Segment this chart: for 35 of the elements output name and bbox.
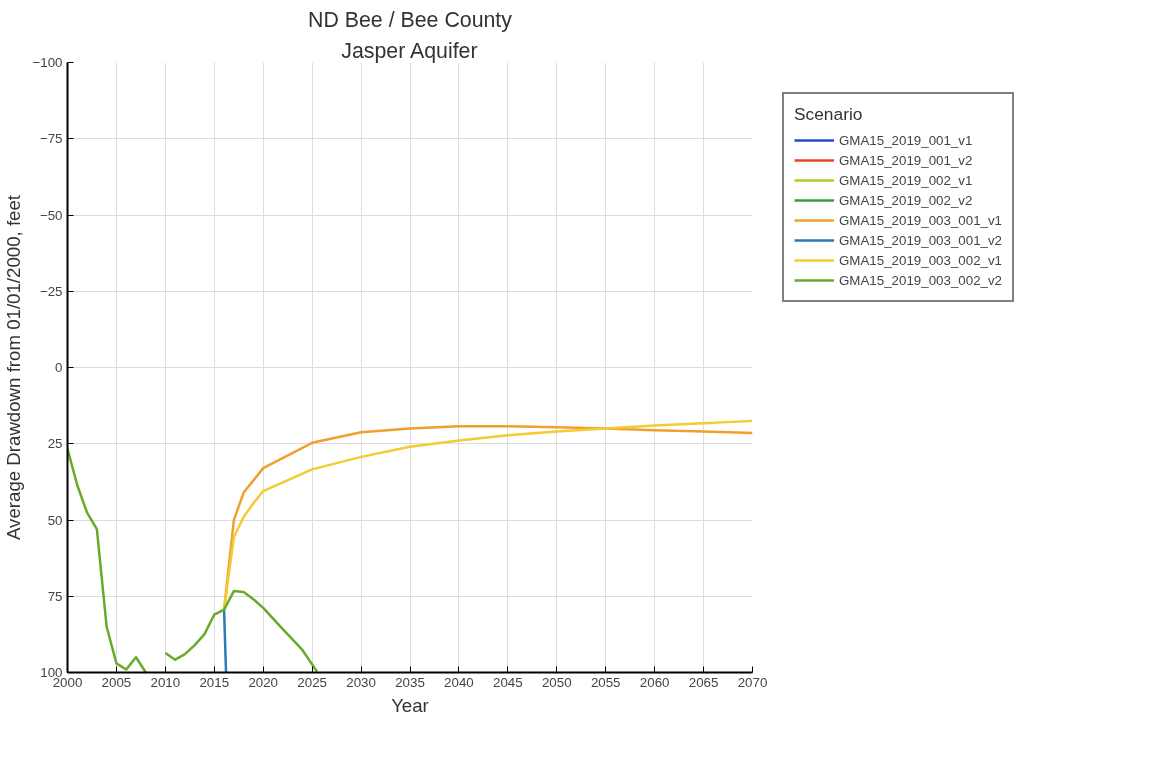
y-tick-label: 50	[47, 512, 63, 528]
x-tick-label: 2010	[150, 674, 181, 690]
x-tick-label: 2040	[444, 674, 474, 690]
y-tick-label: −75	[39, 131, 63, 147]
x-tick-label: 2045	[493, 674, 523, 690]
legend-label: GMA15_2019_001_v2	[839, 152, 973, 168]
x-tick-label: 2065	[688, 674, 719, 690]
y-axis-title: Average Drawdown from 01/01/2000, feet	[3, 194, 25, 540]
chart-subtitle: Jasper Aquifer	[341, 38, 478, 63]
legend-label: GMA15_2019_003_002_v2	[839, 272, 1003, 288]
y-tick-label: 75	[47, 588, 63, 604]
y-tick-label: −100	[32, 55, 63, 70]
legend-label: GMA15_2019_002_v1	[839, 172, 973, 188]
legend-title: Scenario	[794, 104, 864, 125]
x-tick-label: 2005	[101, 674, 132, 690]
x-tick-label: 2050	[541, 674, 572, 690]
x-tick-label: 2055	[590, 674, 621, 690]
x-axis-title: Year	[391, 694, 429, 716]
x-tick-label: 2025	[297, 674, 327, 690]
x-tick-label: 2020	[248, 674, 279, 690]
legend-label: GMA15_2019_002_v2	[839, 192, 973, 208]
y-tick-label: −25	[39, 283, 63, 299]
x-tick-label: 2030	[346, 674, 376, 690]
legend-label: GMA15_2019_001_v1	[839, 132, 973, 148]
y-tick-label: 25	[47, 436, 63, 452]
x-tick-label: 2035	[395, 674, 425, 690]
chart-title: ND Bee / Bee County	[308, 7, 513, 32]
legend-label: GMA15_2019_003_002_v1	[839, 252, 1003, 268]
legend-label: GMA15_2019_003_001_v1	[839, 212, 1003, 228]
y-tick-label: −50	[39, 207, 63, 223]
x-tick-label: 2015	[199, 674, 230, 690]
legend-label: GMA15_2019_003_001_v2	[839, 232, 1003, 248]
x-tick-label: 2060	[639, 674, 670, 690]
y-tick-label: 0	[55, 360, 63, 375]
x-tick-label: 2070	[737, 674, 768, 690]
